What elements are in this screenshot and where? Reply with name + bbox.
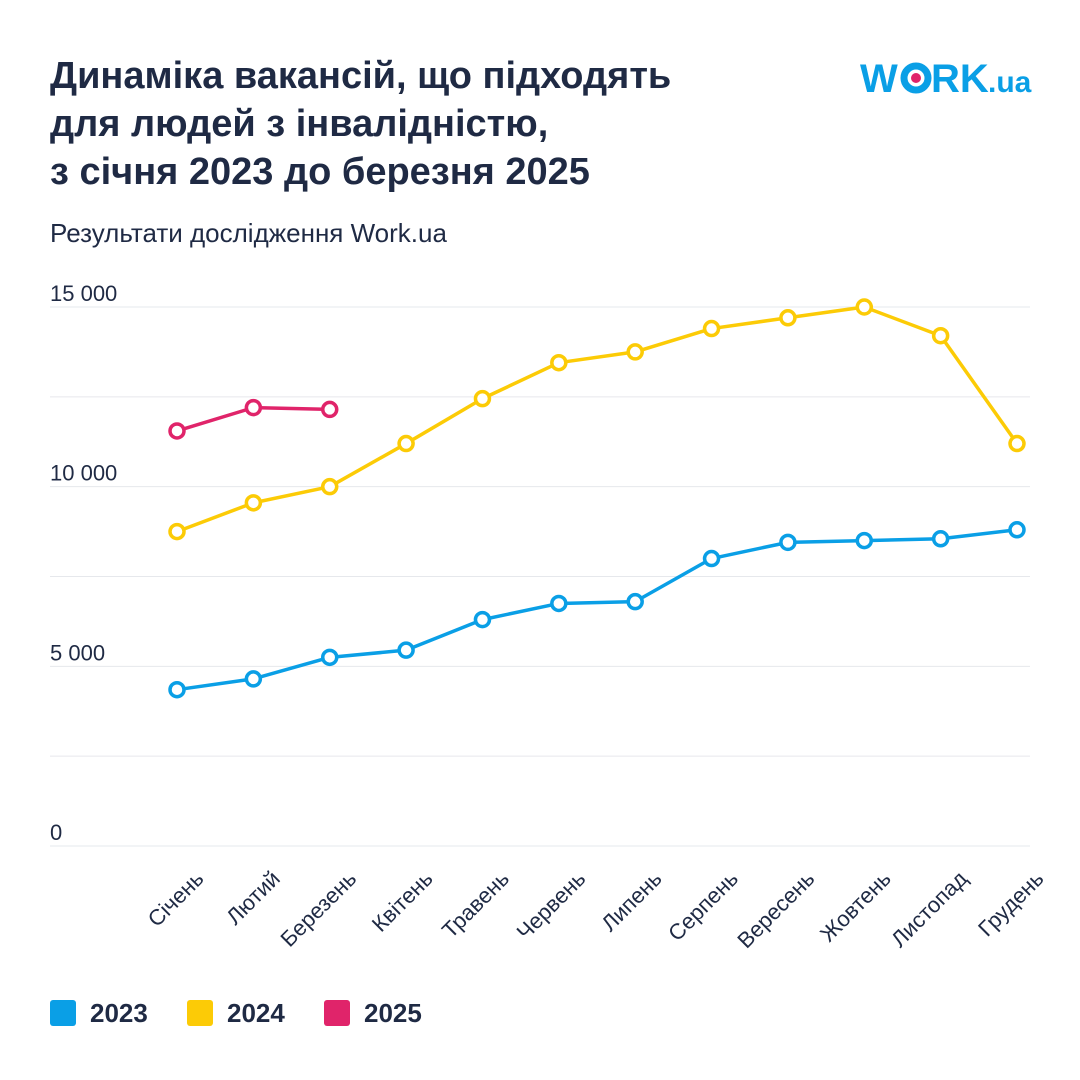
point bbox=[550, 353, 568, 372]
point bbox=[626, 343, 644, 361]
point bbox=[855, 531, 874, 550]
point bbox=[931, 326, 950, 345]
point bbox=[702, 549, 721, 568]
series-line bbox=[176, 528, 1018, 692]
chart-title: для людей з інвалідністю, bbox=[50, 103, 548, 145]
logo-text: .ua bbox=[988, 66, 1032, 99]
point bbox=[168, 680, 186, 699]
point bbox=[320, 648, 339, 667]
point bbox=[473, 610, 492, 629]
series-line bbox=[176, 305, 1019, 534]
point bbox=[397, 434, 415, 453]
point bbox=[550, 594, 568, 613]
chart-subtitle: Результати дослідження Work.ua bbox=[50, 218, 447, 248]
point bbox=[779, 533, 797, 552]
point bbox=[244, 398, 263, 417]
logo-text: RK bbox=[931, 57, 989, 101]
point bbox=[855, 298, 874, 316]
point bbox=[320, 400, 339, 419]
point bbox=[168, 422, 186, 440]
legend-swatch bbox=[324, 1000, 350, 1026]
chart-title: з січня 2023 до березня 2025 bbox=[50, 151, 590, 193]
point bbox=[168, 522, 186, 541]
point bbox=[1008, 434, 1026, 453]
point bbox=[244, 670, 263, 688]
legend-label: 2024 bbox=[227, 998, 285, 1028]
point bbox=[779, 309, 797, 327]
legend-label: 2023 bbox=[90, 998, 148, 1028]
point bbox=[1008, 521, 1026, 539]
legend-label: 2025 bbox=[364, 998, 422, 1028]
y-tick-label: 10 000 bbox=[50, 461, 117, 486]
point bbox=[244, 494, 263, 512]
legend-swatch bbox=[50, 1000, 76, 1026]
logo-ring bbox=[900, 62, 932, 94]
point bbox=[397, 641, 415, 659]
y-tick-label: 0 bbox=[50, 820, 62, 845]
point bbox=[320, 477, 339, 496]
logo: W RK .ua bbox=[860, 57, 1032, 101]
legend-swatch bbox=[187, 1000, 213, 1026]
y-tick-label: 15 000 bbox=[50, 281, 117, 306]
logo-dot bbox=[911, 73, 921, 83]
y-tick-label: 5 000 bbox=[50, 640, 105, 665]
logo-text: W bbox=[860, 57, 898, 101]
point bbox=[702, 319, 721, 338]
point bbox=[931, 530, 950, 548]
chart-title: Динаміка вакансій, що підходять bbox=[50, 55, 671, 97]
point bbox=[626, 592, 644, 611]
point bbox=[473, 389, 492, 408]
